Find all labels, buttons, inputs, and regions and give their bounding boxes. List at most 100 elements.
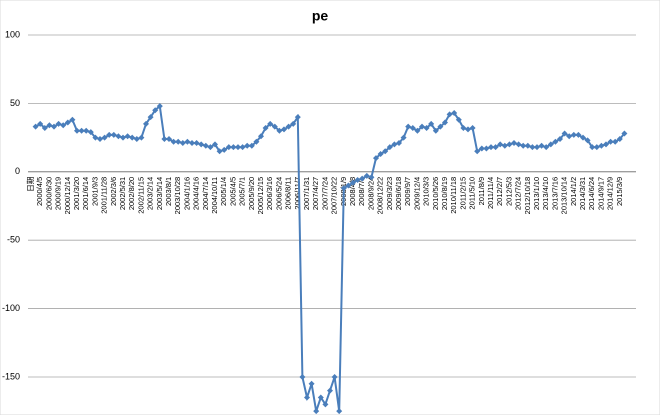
x-tick-label: 2014/1/2 (569, 177, 578, 206)
data-point (386, 144, 393, 151)
data-point (561, 130, 568, 137)
data-point (492, 144, 499, 151)
x-tick-label: 2002/11/15 (136, 177, 145, 214)
data-point (409, 125, 416, 132)
data-point (175, 138, 182, 145)
data-point (506, 141, 513, 148)
x-tick-label: 2010/5/26 (431, 177, 440, 210)
x-tick-label: 2014/6/24 (587, 177, 596, 210)
x-tick-label: 2003/8/1 (164, 177, 173, 206)
data-point (106, 131, 113, 138)
data-point (432, 127, 439, 134)
data-point (179, 140, 186, 147)
x-tick-label: 2007/4/27 (311, 177, 320, 210)
data-point (373, 155, 379, 162)
data-point (534, 144, 540, 151)
x-tick-label: 2001/6/14 (81, 177, 90, 210)
x-tick-label: 2011/11/4 (486, 177, 495, 209)
data-point (524, 142, 531, 149)
x-tick-label: 2005/9/20 (247, 177, 256, 210)
x-tick-label: 2014/12/9 (606, 177, 615, 210)
data-point (51, 123, 57, 130)
data-point (97, 135, 103, 142)
data-point (189, 140, 195, 147)
data-point (202, 142, 209, 149)
x-tick-label: 2010/11/18 (449, 177, 458, 214)
x-tick-label: 2000/12/14 (63, 177, 72, 215)
data-point (138, 134, 145, 141)
data-point (520, 142, 527, 149)
data-point (285, 123, 292, 130)
data-point (83, 127, 90, 134)
x-tick-label: 2007/7/24 (320, 177, 329, 210)
data-point (460, 125, 467, 132)
data-point (78, 127, 85, 134)
data-point (593, 144, 600, 151)
data-point (60, 122, 67, 129)
x-tick-label: 2004/4/16 (192, 177, 201, 210)
data-point (55, 120, 62, 127)
data-point (207, 144, 214, 151)
x-tick-label: 2013/1/10 (532, 177, 541, 210)
data-point (336, 408, 343, 415)
data-point (345, 182, 352, 189)
data-point (529, 144, 536, 151)
data-point (570, 131, 577, 138)
data-point (515, 141, 522, 148)
data-point (580, 134, 586, 141)
data-point (616, 135, 623, 142)
data-point (170, 138, 177, 145)
data-point (350, 179, 356, 186)
x-tick-label: 2014/9/17 (596, 177, 605, 210)
data-point (368, 174, 375, 181)
x-tick-label: 2011/5/10 (468, 177, 477, 210)
x-tick-label: 2007/10/22 (330, 177, 339, 215)
x-tick-label: 2003/5/14 (155, 177, 164, 210)
x-tick-label: 2009/9/7 (403, 177, 412, 206)
data-point (543, 144, 550, 151)
data-point (442, 119, 448, 126)
x-tick-label: 2000/4/5 (35, 177, 44, 206)
x-tick-label: 2006/11/7 (293, 177, 302, 210)
data-point (147, 114, 154, 121)
data-point (354, 176, 361, 183)
data-point (32, 123, 39, 130)
data-point (557, 135, 563, 142)
data-point (598, 142, 605, 149)
data-point (382, 148, 389, 155)
data-point (271, 123, 278, 130)
x-tick-label: 2009/6/18 (394, 177, 403, 210)
data-point (152, 107, 159, 114)
x-tick-label: 2010/8/19 (440, 177, 449, 210)
x-tick-label: 2003/10/28 (173, 177, 182, 215)
data-point (216, 148, 223, 155)
data-point (584, 137, 591, 144)
data-point (294, 114, 301, 121)
y-tick-label: 100 (5, 29, 20, 39)
x-tick-label: 2000/9/19 (54, 177, 63, 210)
data-point (161, 135, 168, 142)
data-point (101, 134, 108, 141)
data-point (221, 146, 228, 153)
x-tick-label: 2012/7/24 (514, 177, 523, 210)
data-point (37, 120, 44, 127)
data-point (455, 116, 462, 123)
data-point (230, 144, 237, 151)
x-tick-label: 2004/7/14 (201, 177, 210, 210)
data-point (129, 134, 136, 141)
y-tick-label: -150 (2, 371, 20, 381)
data-point (313, 408, 320, 415)
x-tick-label: 2002/8/20 (127, 177, 136, 210)
data-point (41, 125, 48, 132)
data-point (290, 120, 297, 127)
x-tick-label: 2002/3/6 (109, 177, 118, 206)
x-tick-label: 2004/10/11 (210, 177, 219, 214)
data-point (239, 144, 246, 151)
data-point (166, 135, 172, 142)
chart-title: pe (312, 8, 329, 24)
x-tick-label: 2003/2/14 (146, 177, 155, 210)
x-tick-label: 2006/8/11 (284, 177, 293, 210)
data-point (299, 373, 306, 380)
x-tick-label: 2013/7/16 (550, 177, 559, 210)
data-point (414, 127, 421, 134)
